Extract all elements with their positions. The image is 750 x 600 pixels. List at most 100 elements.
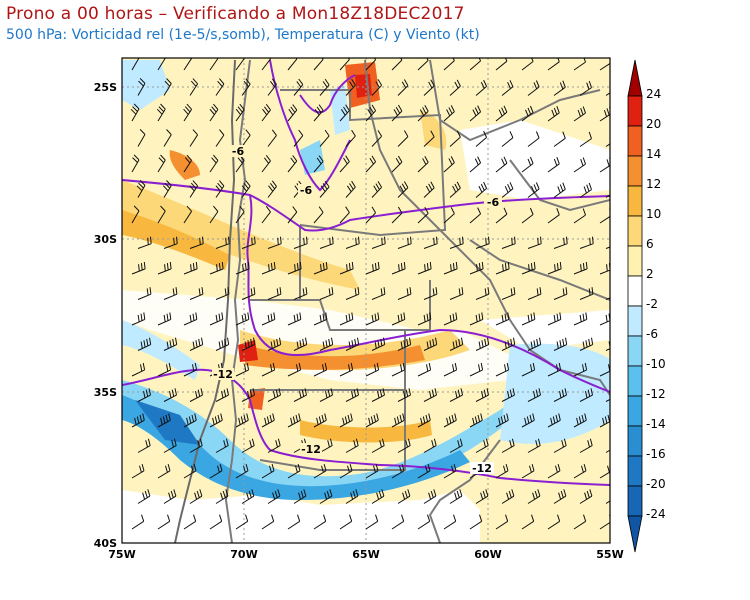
wind-barb [475,130,488,147]
wind-barb [183,103,193,122]
wind-barb [371,489,385,504]
wind-barb [553,236,568,249]
wind-barb [573,413,587,428]
wind-barb [345,438,359,453]
wind-barb [599,106,610,122]
wind-barb [527,489,541,504]
wind-barb [261,312,276,326]
wind-barb [527,388,541,402]
wind-barb [293,489,307,504]
wind-barb [547,413,561,428]
wind-barb [599,313,610,326]
wind-barb [261,463,275,479]
wind-barb [287,104,298,122]
wind-barb [241,129,251,147]
wind-barb [495,413,509,428]
wind-barb [345,287,360,300]
wind-barb [235,362,250,377]
wind-barb [261,413,275,428]
wind-barb [215,78,225,96]
colorbar-swatch [627,455,643,487]
wind-barb [417,362,432,377]
wind-barb [579,489,593,504]
wind-barb [137,236,152,249]
wind-barb [475,79,488,96]
wind-barb [579,131,592,147]
wind-barb [131,312,146,326]
wind-barb [267,438,281,453]
wind-barb [319,388,333,402]
wind-barb [397,130,409,147]
wind-barb [287,206,298,224]
wind-barb [605,297,610,300]
wind-barb [131,463,145,479]
wind-barb [443,207,455,224]
colorbar-label: 14 [646,147,661,161]
colorbar-swatch [627,125,643,157]
wind-barb [131,58,140,71]
wind-barb [157,362,172,377]
colorbar-label: 12 [646,177,661,191]
colorbar-label: 2 [646,267,654,281]
wind-barb [235,103,245,122]
wind-barb [423,337,438,351]
wind-barb [137,489,151,504]
lat-label: 40S [94,537,117,550]
wind-barb [527,287,542,300]
wind-barb [495,105,508,122]
wind-barb [495,261,510,275]
wind-barb [131,261,146,275]
wind-barb [345,129,356,147]
wind-barb [163,129,172,147]
wind-barb [365,155,377,173]
shade-red [355,74,372,98]
wind-barb [579,388,593,402]
wind-barb [137,287,152,300]
wind-barb [365,413,379,428]
wind-barb [501,438,515,453]
map-title: Prono a 00 horas – Verificando a Mon18Z1… [6,4,465,24]
wind-barb [287,312,302,326]
wind-barb [391,261,406,275]
wind-barb [267,337,282,351]
shade-blue [135,400,200,445]
wind-barb [371,181,383,198]
wind-barb [137,129,146,147]
colorbar-label: -24 [646,507,666,521]
wind-barb [189,388,203,402]
wind-barb [605,143,610,147]
wind-barb [397,79,409,96]
wind-barb [157,514,171,530]
wind-barb [267,287,282,300]
wind-barb [235,413,249,428]
wind-barb [183,58,193,71]
wind-barb [365,362,380,377]
wind-barb [469,105,482,122]
wind-barb [189,129,199,147]
wind-barb [189,180,199,198]
wind-barb [293,78,304,96]
wind-barb [501,236,516,249]
wind-barb [209,413,223,428]
wind-barb [391,58,403,71]
wind-barb [449,337,464,351]
wind-barb [521,362,536,377]
lon-label: 65W [352,548,379,561]
shade-blue [500,343,610,444]
wind-barb [293,236,308,249]
wind-barb [241,78,251,96]
latitude-labels: 25S 30S 35S 40S [94,81,117,550]
wind-barb [157,312,172,326]
wind-barb [365,312,380,326]
wind-barb [521,261,536,275]
wind-barb [365,463,379,479]
wind-barb [215,129,225,147]
wind-barb [209,312,224,326]
wind-barb [287,261,302,275]
colorbar-swatch [627,185,643,217]
wind-barb [547,208,560,224]
wind-barb [235,312,250,326]
wind-barb [267,388,281,402]
wind-barb [469,413,483,428]
wind-barb [209,261,224,275]
